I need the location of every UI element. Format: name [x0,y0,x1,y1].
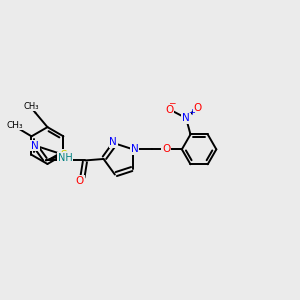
Text: N: N [182,113,190,123]
Text: O: O [162,144,170,154]
Text: NH: NH [58,153,73,163]
Text: +: + [188,108,195,117]
Text: O: O [76,176,84,186]
Text: O: O [194,103,202,113]
Text: −: − [168,99,176,108]
Text: S: S [60,150,67,160]
Text: CH₃: CH₃ [7,121,23,130]
Text: O: O [165,105,173,115]
Text: N: N [110,137,117,147]
Text: N: N [31,140,39,151]
Text: CH₃: CH₃ [24,102,39,111]
Text: N: N [131,144,139,154]
